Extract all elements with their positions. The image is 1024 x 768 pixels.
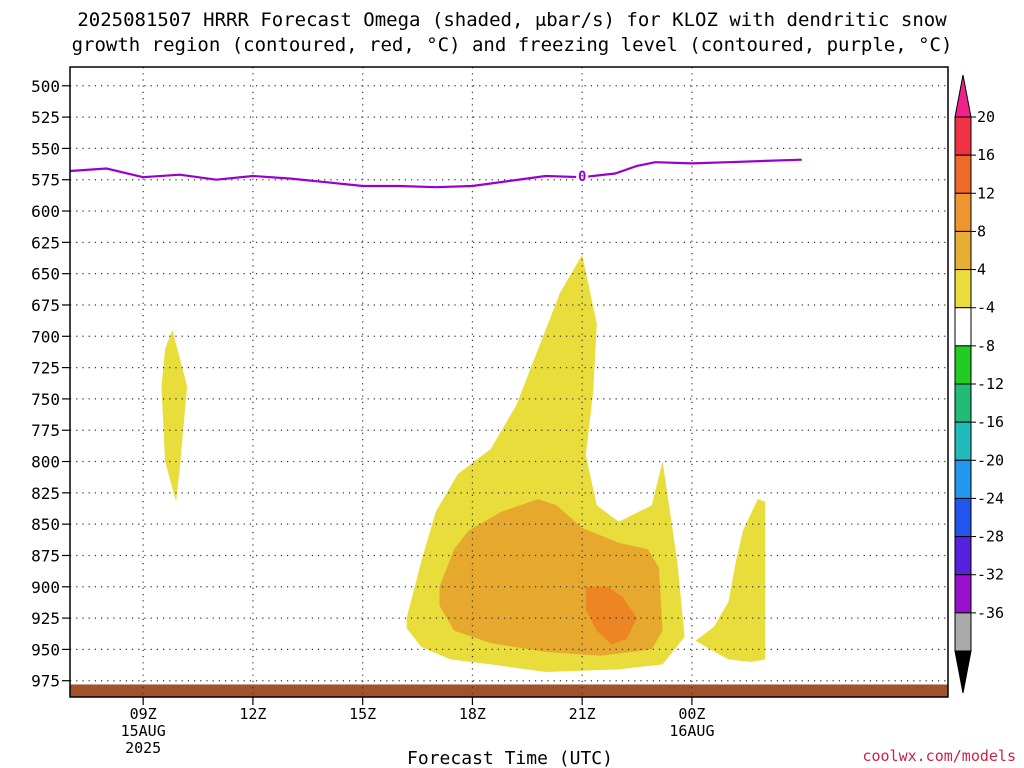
y-tick-label-900: 900 [31,578,60,597]
colorbar-label-4: 4 [977,261,986,279]
y-axis: 500 525 550 575 600 625 650 675 700 725 750 775 800 8… [31,77,70,691]
y-tick-label-825: 825 [31,484,60,503]
colorbar-swatch-7 [954,383,972,423]
x-tick-label-09Z-1: 15AUG [121,722,166,740]
colorbar-label--32: -32 [977,566,1004,584]
colorbar-label--28: -28 [977,528,1004,546]
y-tick-label-575: 575 [31,171,60,190]
colorbar-swatch-10 [954,497,972,538]
freezing-level-label: 0 [578,169,586,185]
colorbar-swatch-13 [954,612,972,652]
colorbar-swatch-2 [954,192,972,232]
y-tick-label-800: 800 [31,453,60,472]
chart-title-line-1: 2025081507 HRRR Forecast Omega (shaded, … [77,9,947,31]
colorbar-top-arrow [954,74,972,118]
y-tick-label-850: 850 [31,515,60,534]
plot-frame [69,66,949,698]
y-tick-label-725: 725 [31,359,60,378]
y-tick-label-550: 550 [31,139,60,158]
y-tick-label-500: 500 [31,77,60,96]
colorbar-swatch-3 [954,230,972,271]
colorbar-swatch-1 [954,154,972,194]
ground-band [70,684,948,697]
colorbar-label-16: 16 [977,146,995,164]
colorbar-label-12: 12 [977,184,995,202]
y-tick-label-675: 675 [31,296,60,315]
y-tick-label-950: 950 [31,640,60,659]
y-tick-label-600: 600 [31,202,60,221]
y-tick-label-875: 875 [31,546,60,565]
x-tick-label-18Z-0: 18Z [459,705,486,723]
colorbar-label--8: -8 [977,337,995,355]
y-tick-label-750: 750 [31,390,60,409]
colorbar-label--36: -36 [977,604,1004,622]
y-tick-label-525: 525 [31,108,60,127]
colorbar-swatch-4 [954,269,972,309]
colorbar-swatch-5 [954,307,972,347]
colorbar-swatch-0 [954,116,972,156]
colorbar-swatch-9 [954,459,972,499]
y-tick-label-625: 625 [31,233,60,252]
x-tick-label-00Z-0: 00Z [678,705,705,723]
omega-region-4-8-0 [161,330,188,502]
x-tick-label-09Z-2: 2025 [125,739,161,757]
x-tick-label-12Z-0: 12Z [239,705,266,723]
colorbar-label--4: -4 [977,299,995,317]
colorbar-swatch-11 [954,536,972,576]
colorbar-swatch-6 [954,345,972,385]
ground-layer [70,684,948,697]
colorbar: 20 16 12 8 4 -4 -8 -12 -16 -20 -24 -28 -32 -36 [954,74,1004,694]
credit-text: coolwx.com/models [862,747,1016,765]
x-tick-label-21Z-0: 21Z [569,705,596,723]
y-tick-label-775: 775 [31,421,60,440]
y-tick-label-700: 700 [31,327,60,346]
colorbar-label-8: 8 [977,222,986,240]
colorbar-bottom-arrow [954,650,972,694]
chart-title: 2025081507 HRRR Forecast Omega (shaded, … [0,8,1024,58]
colorbar-label--16: -16 [977,413,1004,431]
x-tick-label-15Z-0: 15Z [349,705,376,723]
omega-region-4-8-2 [695,499,766,662]
omega-shading [161,254,766,672]
colorbar-swatch-8 [954,421,972,461]
freezing-level-contour: 0 [70,158,802,189]
x-axis-label: Forecast Time (UTC) [407,748,613,768]
x-tick-label-09Z-0: 09Z [130,705,157,723]
freezing-level-line [70,158,802,189]
chart-title-line-2: growth region (contoured, red, °C) and f… [71,34,953,56]
y-tick-label-975: 975 [31,672,60,691]
omega-region-12-16-4 [585,586,637,645]
x-tick-label-00Z-1: 16AUG [669,722,714,740]
colorbar-label--24: -24 [977,489,1004,507]
y-tick-label-650: 650 [31,265,60,284]
colorbar-swatch-12 [954,574,972,614]
colorbar-label--20: -20 [977,451,1004,469]
grid-lines [70,67,948,697]
colorbar-label--12: -12 [977,375,1004,393]
colorbar-label-20: 20 [977,108,995,126]
y-tick-label-925: 925 [31,609,60,628]
